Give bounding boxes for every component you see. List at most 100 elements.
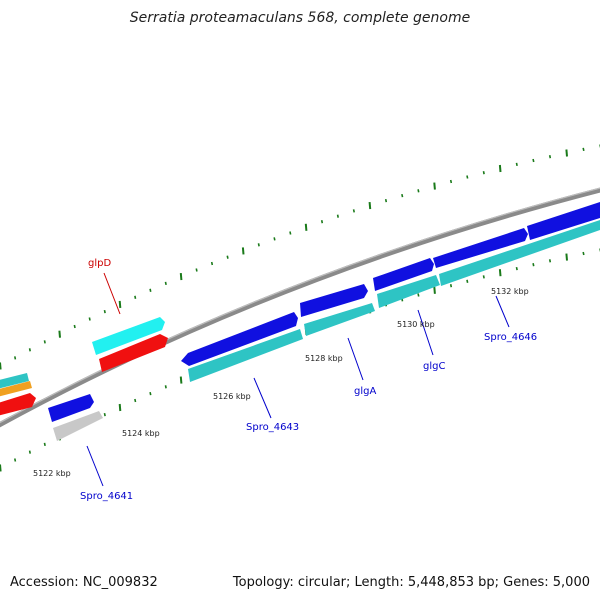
gene-feature-Spro_4641 — [53, 411, 103, 441]
genome-summary-text: Topology: circular; Length: 5,448,853 bp… — [232, 575, 590, 590]
scale-tick — [482, 171, 485, 175]
gene-feature-blue — [48, 394, 94, 422]
scale-tick — [498, 269, 502, 277]
scale-tick — [134, 398, 137, 403]
gene-feature-blue — [433, 228, 528, 268]
gene-feature-glpD — [99, 334, 168, 372]
scale-tick — [433, 286, 436, 294]
gene-feature-Spro_4643 — [188, 329, 303, 382]
label-line-glgA — [347, 337, 364, 381]
label-line-Spro_4646 — [495, 295, 510, 328]
scale-tick — [582, 251, 585, 256]
tick-row-lower — [0, 248, 600, 472]
gene-feature-blue — [300, 284, 368, 317]
scale-tick — [482, 275, 485, 279]
scale-tick — [320, 220, 324, 224]
label-line-Spro_4641 — [86, 445, 104, 487]
scale-tick — [257, 243, 260, 247]
scale-tick — [289, 231, 292, 235]
scale-tick — [582, 147, 585, 152]
gene-label[interactable]: Spro_4641 — [80, 491, 133, 502]
scale-tick — [401, 193, 404, 198]
kbp-label: 5122 kbp — [33, 469, 71, 478]
gene-feature-brightcyan — [92, 317, 165, 355]
map-title: Serratia proteamaculans 568, complete ge… — [129, 10, 471, 26]
kbp-label: 5130 kbp — [397, 320, 435, 329]
label-line-glpD — [103, 272, 121, 315]
kbp-label: 5126 kbp — [213, 392, 251, 401]
gene-label[interactable]: glpD — [88, 258, 111, 269]
scale-tick — [433, 182, 436, 190]
accession-text: Accession: NC_009832 — [10, 575, 158, 590]
gene-label[interactable]: Spro_4646 — [484, 332, 537, 343]
scale-tick — [179, 273, 183, 281]
gene-label[interactable]: glgA — [354, 386, 376, 397]
scale-tick — [179, 376, 183, 384]
gene-feature-Spro_4646 — [439, 220, 600, 286]
scale-tick — [417, 293, 420, 297]
scale-tick — [515, 162, 518, 167]
scale-tick — [352, 209, 355, 213]
scale-tick — [210, 261, 214, 266]
genome-backbone-highlight — [0, 187, 600, 424]
gene-label[interactable]: Spro_4643 — [246, 422, 299, 433]
scale-tick — [149, 391, 152, 396]
scale-tick — [164, 281, 167, 286]
scale-tick — [241, 247, 245, 255]
label-line-Spro_4643 — [253, 377, 272, 419]
scale-tick — [195, 268, 198, 272]
scale-tick — [0, 362, 2, 370]
scale-tick — [449, 284, 453, 288]
kbp-label: 5132 kbp — [491, 287, 529, 296]
gene-feature-blue — [373, 258, 434, 291]
scale-tick — [164, 385, 167, 389]
scale-tick — [103, 412, 106, 417]
gene-feature-cyan — [0, 373, 29, 389]
scale-tick — [88, 317, 91, 321]
gene-feature-blue — [527, 202, 600, 240]
scale-tick — [134, 295, 137, 299]
scale-tick — [336, 214, 339, 218]
scale-tick — [548, 259, 552, 263]
scale-tick — [118, 403, 122, 412]
scale-tick — [515, 266, 518, 271]
scale-tick — [28, 450, 31, 454]
scale-tick — [273, 237, 276, 241]
scale-tick — [498, 164, 502, 173]
gene-feature-glgA — [304, 303, 375, 336]
scale-tick — [466, 279, 469, 283]
scale-tick — [43, 442, 46, 447]
scale-tick — [103, 309, 106, 314]
scale-tick — [548, 155, 552, 159]
scale-tick — [565, 149, 568, 157]
label-line-glgC — [417, 309, 434, 356]
scale-tick — [384, 198, 388, 203]
scale-tick — [14, 458, 17, 462]
scale-tick — [532, 263, 535, 267]
gene-feature-glgC — [377, 275, 440, 308]
genome-backbone — [0, 187, 600, 428]
scale-tick — [368, 202, 372, 210]
scale-tick — [73, 324, 76, 329]
scale-tick — [43, 340, 46, 344]
gene-feature-red — [0, 393, 36, 416]
scale-tick — [118, 300, 122, 308]
kbp-label: 5124 kbp — [122, 429, 160, 438]
gene-label[interactable]: glgC — [423, 361, 445, 372]
scale-tick — [226, 255, 229, 259]
scale-tick — [0, 464, 2, 472]
scale-tick — [149, 288, 152, 292]
gene-feature-blue — [181, 312, 298, 366]
kbp-label: 5128 kbp — [305, 354, 343, 363]
scale-tick — [28, 348, 31, 352]
gene-feature-orange — [0, 381, 32, 397]
scale-tick — [466, 175, 469, 179]
tick-row-upper — [0, 144, 600, 370]
scale-tick — [449, 179, 453, 184]
scale-tick — [14, 356, 17, 360]
scale-tick — [417, 189, 420, 193]
scale-tick — [565, 253, 568, 261]
scale-tick — [304, 223, 308, 231]
scale-tick — [58, 330, 61, 338]
